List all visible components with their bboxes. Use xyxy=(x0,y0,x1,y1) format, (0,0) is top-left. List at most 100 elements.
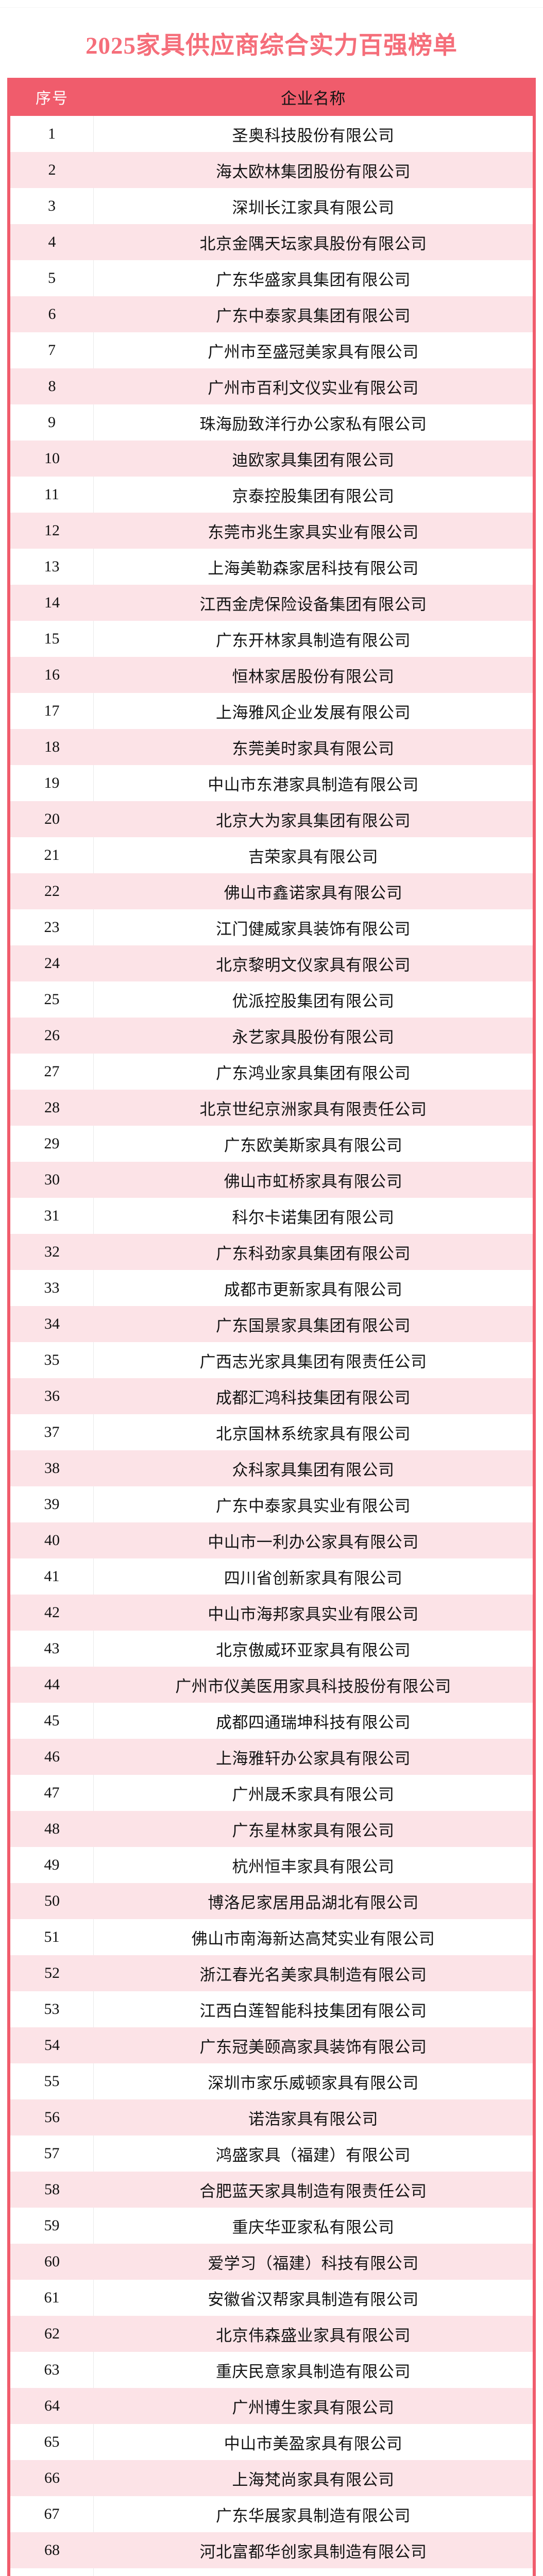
row-company-name: 广东科劲家具集团有限公司 xyxy=(216,1244,411,1263)
row-company-name: 广东鸿业家具集团有限公司 xyxy=(216,1064,411,1082)
row-company-name: 重庆华亚家私有限公司 xyxy=(232,2218,395,2236)
table-row: 68 河北富都华创家具制造有限公司 xyxy=(10,2532,533,2568)
title-area: 2025家具供应商综合实力百强榜单 xyxy=(0,7,543,78)
table-row: 28 北京世纪京洲家具有限责任公司 xyxy=(10,1090,533,1126)
row-company-name: 广西志光家具集团有限责任公司 xyxy=(199,1352,427,1371)
row-company-name: 江西金虎保险设备集团有限公司 xyxy=(199,595,427,614)
table-row: 46 上海雅轩办公家具有限公司 xyxy=(10,1739,533,1775)
table-row: 64 广州博生家具有限公司 xyxy=(10,2388,533,2424)
table-row: 30 佛山市虹桥家具有限公司 xyxy=(10,1162,533,1198)
row-company-name: 成都四通瑞坤科技有限公司 xyxy=(216,1713,411,1732)
table-row: 19 中山市东港家具制造有限公司 xyxy=(10,765,533,801)
table-row: 49 杭州恒丰家具有限公司 xyxy=(10,1847,533,1883)
table-row: 69 广州市万开家具制造有限公司 xyxy=(10,2568,533,2576)
row-rank: 10 xyxy=(44,450,60,467)
row-company-name: 广州市百利文仪实业有限公司 xyxy=(208,379,419,397)
row-company-name: 成都汇鸿科技集团有限公司 xyxy=(216,1388,411,1407)
row-rank: 57 xyxy=(10,2136,94,2172)
table-row: 47 广州晟禾家具有限公司 xyxy=(10,1775,533,1811)
row-rank: 19 xyxy=(10,765,94,801)
table-row: 39 广东中泰家具实业有限公司 xyxy=(10,1486,533,1522)
table-row: 43 北京傲威环亚家具有限公司 xyxy=(10,1631,533,1667)
row-company-name: 上海雅风企业发展有限公司 xyxy=(216,703,411,722)
row-rank: 39 xyxy=(10,1486,94,1522)
row-rank: 59 xyxy=(10,2208,94,2244)
row-company-name: 北京国林系统家具有限公司 xyxy=(216,1425,411,1443)
table-row: 22 佛山市鑫诺家具有限公司 xyxy=(10,873,533,909)
row-rank: 33 xyxy=(10,1270,94,1306)
table-row: 41 四川省创新家具有限公司 xyxy=(10,1558,533,1595)
row-company-name: 佛山市鑫诺家具有限公司 xyxy=(224,884,403,902)
row-company-name: 爱学习（福建）科技有限公司 xyxy=(208,2254,419,2273)
row-rank: 66 xyxy=(44,2469,60,2486)
table-row: 25 优派控股集团有限公司 xyxy=(10,981,533,1018)
row-company-name: 广州市至盛冠美家具有限公司 xyxy=(208,343,419,361)
table-row: 2 海太欧林集团股份有限公司 xyxy=(10,152,533,188)
table-row: 48 广东星林家具有限公司 xyxy=(10,1811,533,1847)
row-company-name: 合肥蓝天家具制造有限责任公司 xyxy=(199,2182,427,2200)
row-company-name: 京泰控股集团有限公司 xyxy=(232,487,395,505)
row-company-name: 广东欧美斯家具有限公司 xyxy=(224,1136,403,1155)
row-rank: 18 xyxy=(44,738,60,755)
table-row: 14 江西金虎保险设备集团有限公司 xyxy=(10,585,533,621)
row-rank: 35 xyxy=(10,1342,94,1378)
table-row: 11 京泰控股集团有限公司 xyxy=(10,477,533,513)
row-company-name: 广州晟禾家具有限公司 xyxy=(232,1785,395,1804)
row-rank: 63 xyxy=(10,2352,94,2388)
table-row: 1 圣奥科技股份有限公司 xyxy=(10,116,533,152)
table-row: 33 成都市更新家具有限公司 xyxy=(10,1270,533,1306)
row-company-name: 中山市美盈家具有限公司 xyxy=(224,2434,403,2453)
row-rank: 13 xyxy=(10,549,94,585)
row-company-name: 优派控股集团有限公司 xyxy=(232,992,395,1010)
row-rank: 50 xyxy=(44,1892,60,1909)
row-rank: 65 xyxy=(10,2424,94,2460)
row-company-name: 迪欧家具集团有限公司 xyxy=(232,451,395,469)
row-rank: 48 xyxy=(44,1820,60,1837)
row-company-name: 杭州恒丰家具有限公司 xyxy=(232,1857,395,1876)
row-rank: 3 xyxy=(10,188,94,224)
row-rank: 5 xyxy=(10,260,94,296)
row-rank: 54 xyxy=(44,2037,60,2054)
table-row: 16 恒林家居股份有限公司 xyxy=(10,657,533,693)
table-row: 29 广东欧美斯家具有限公司 xyxy=(10,1126,533,1162)
table-row: 52 浙江春光名美家具制造有限公司 xyxy=(10,1955,533,1991)
row-company-name: 广东华展家具制造有限公司 xyxy=(216,2506,411,2525)
table-row: 37 北京国林系统家具有限公司 xyxy=(10,1414,533,1450)
table-row: 53 江西白莲智能科技集团有限公司 xyxy=(10,1991,533,2027)
row-company-name: 北京金隅天坛家具股份有限公司 xyxy=(199,234,427,253)
row-rank: 15 xyxy=(10,621,94,657)
row-rank: 46 xyxy=(44,1748,60,1765)
row-company-name: 海太欧林集团股份有限公司 xyxy=(216,162,411,181)
row-rank: 31 xyxy=(10,1198,94,1234)
row-company-name: 广东开林家具制造有限公司 xyxy=(216,631,411,650)
table-row: 35 广西志光家具集团有限责任公司 xyxy=(10,1342,533,1378)
table-row: 32 广东科劲家具集团有限公司 xyxy=(10,1234,533,1270)
table-row: 62 北京伟森盛业家具有限公司 xyxy=(10,2316,533,2352)
row-company-name: 永艺家具股份有限公司 xyxy=(232,1028,395,1046)
table-row: 45 成都四通瑞坤科技有限公司 xyxy=(10,1703,533,1739)
row-rank: 68 xyxy=(44,2541,60,2558)
row-company-name: 河北富都华创家具制造有限公司 xyxy=(199,2543,427,2561)
table-row: 13 上海美勒森家居科技有限公司 xyxy=(10,549,533,585)
row-rank: 26 xyxy=(44,1027,60,1044)
table-row: 9 珠海励致洋行办公家私有限公司 xyxy=(10,404,533,440)
table-row: 60 爱学习（福建）科技有限公司 xyxy=(10,2244,533,2280)
row-company-name: 中山市海邦家具实业有限公司 xyxy=(208,1605,419,1623)
table-row: 10 迪欧家具集团有限公司 xyxy=(10,440,533,477)
row-rank: 55 xyxy=(10,2063,94,2099)
table-row: 21 吉荣家具有限公司 xyxy=(10,837,533,873)
row-rank: 12 xyxy=(44,522,60,539)
row-rank: 14 xyxy=(44,594,60,611)
row-company-name: 上海雅轩办公家具有限公司 xyxy=(216,1749,411,1768)
row-company-name: 四川省创新家具有限公司 xyxy=(224,1569,403,1587)
table-row: 24 北京黎明文仪家具有限公司 xyxy=(10,945,533,981)
row-company-name: 东莞美时家具有限公司 xyxy=(232,739,395,758)
table-row: 20 北京大为家具集团有限公司 xyxy=(10,801,533,837)
row-company-name: 广东国景家具集团有限公司 xyxy=(216,1316,411,1335)
table-row: 4 北京金隅天坛家具股份有限公司 xyxy=(10,224,533,260)
row-company-name: 北京大为家具集团有限公司 xyxy=(216,811,411,830)
row-rank: 52 xyxy=(44,1964,60,1981)
table-row: 57 鸿盛家具（福建）有限公司 xyxy=(10,2136,533,2172)
row-rank: 36 xyxy=(44,1387,60,1404)
table-row: 50 博洛尼家居用品湖北有限公司 xyxy=(10,1883,533,1919)
